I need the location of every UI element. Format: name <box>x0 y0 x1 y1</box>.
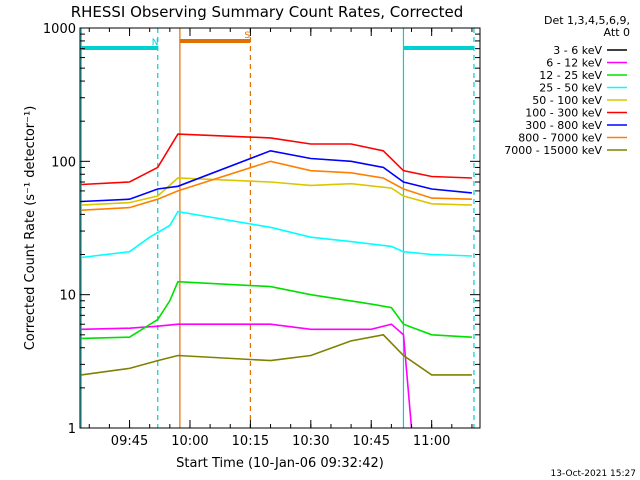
x-tick-label: 11:00 <box>413 434 450 449</box>
x-tick-label: 10:15 <box>232 434 269 449</box>
legend-label: 12 - 25 keV <box>539 69 602 82</box>
flag-label-s: S <box>244 31 250 41</box>
flag-label-n: N <box>152 38 159 48</box>
x-axis-label: Start Time (10-Jan-06 09:32:42) <box>176 456 384 471</box>
series-line-4 <box>81 177 472 206</box>
legend-label: 300 - 800 keV <box>525 119 602 132</box>
legend-label: 800 - 7000 keV <box>518 132 602 145</box>
y-tick-label: 1000 <box>43 22 76 37</box>
timestamp: 13-Oct-2021 15:27 <box>551 469 636 479</box>
series-line-2 <box>81 280 472 340</box>
series-line-8 <box>81 333 472 376</box>
series-line-5 <box>81 133 472 186</box>
series-line-7 <box>81 160 472 211</box>
x-tick-label: 10:45 <box>353 434 390 449</box>
y-tick-label: 1 <box>68 422 76 437</box>
legend-label: 25 - 50 keV <box>539 82 602 95</box>
series-line-1 <box>81 323 413 429</box>
series-line-3 <box>81 210 472 259</box>
axes: 09:45 10:00 10:15 10:30 10:45 11:00 1 10 100 1000 <box>43 22 480 449</box>
legend-header: Det 1,3,4,5,6,9, <box>544 14 630 27</box>
plot-area: SN <box>80 28 475 429</box>
legend-label: 3 - 6 keV <box>553 44 602 57</box>
legend-header: Att 0 <box>604 26 630 39</box>
legend-label: 50 - 100 keV <box>532 94 602 107</box>
y-tick-label: 10 <box>59 289 76 304</box>
y-axis-label: Corrected Count Rate (s⁻¹ detector⁻¹) <box>23 106 38 351</box>
x-tick-label: 10:30 <box>292 434 329 449</box>
series-line-6 <box>81 149 472 203</box>
chart-title: RHESSI Observing Summary Count Rates, Co… <box>71 3 464 21</box>
y-tick-label: 100 <box>51 155 76 170</box>
x-tick-label: 10:00 <box>171 434 208 449</box>
x-tick-label: 09:45 <box>111 434 148 449</box>
plot-frame <box>79 27 481 429</box>
legend-label: 100 - 300 keV <box>525 107 602 120</box>
legend-label: 7000 - 15000 keV <box>504 144 602 157</box>
legend-label: 6 - 12 keV <box>546 57 602 70</box>
